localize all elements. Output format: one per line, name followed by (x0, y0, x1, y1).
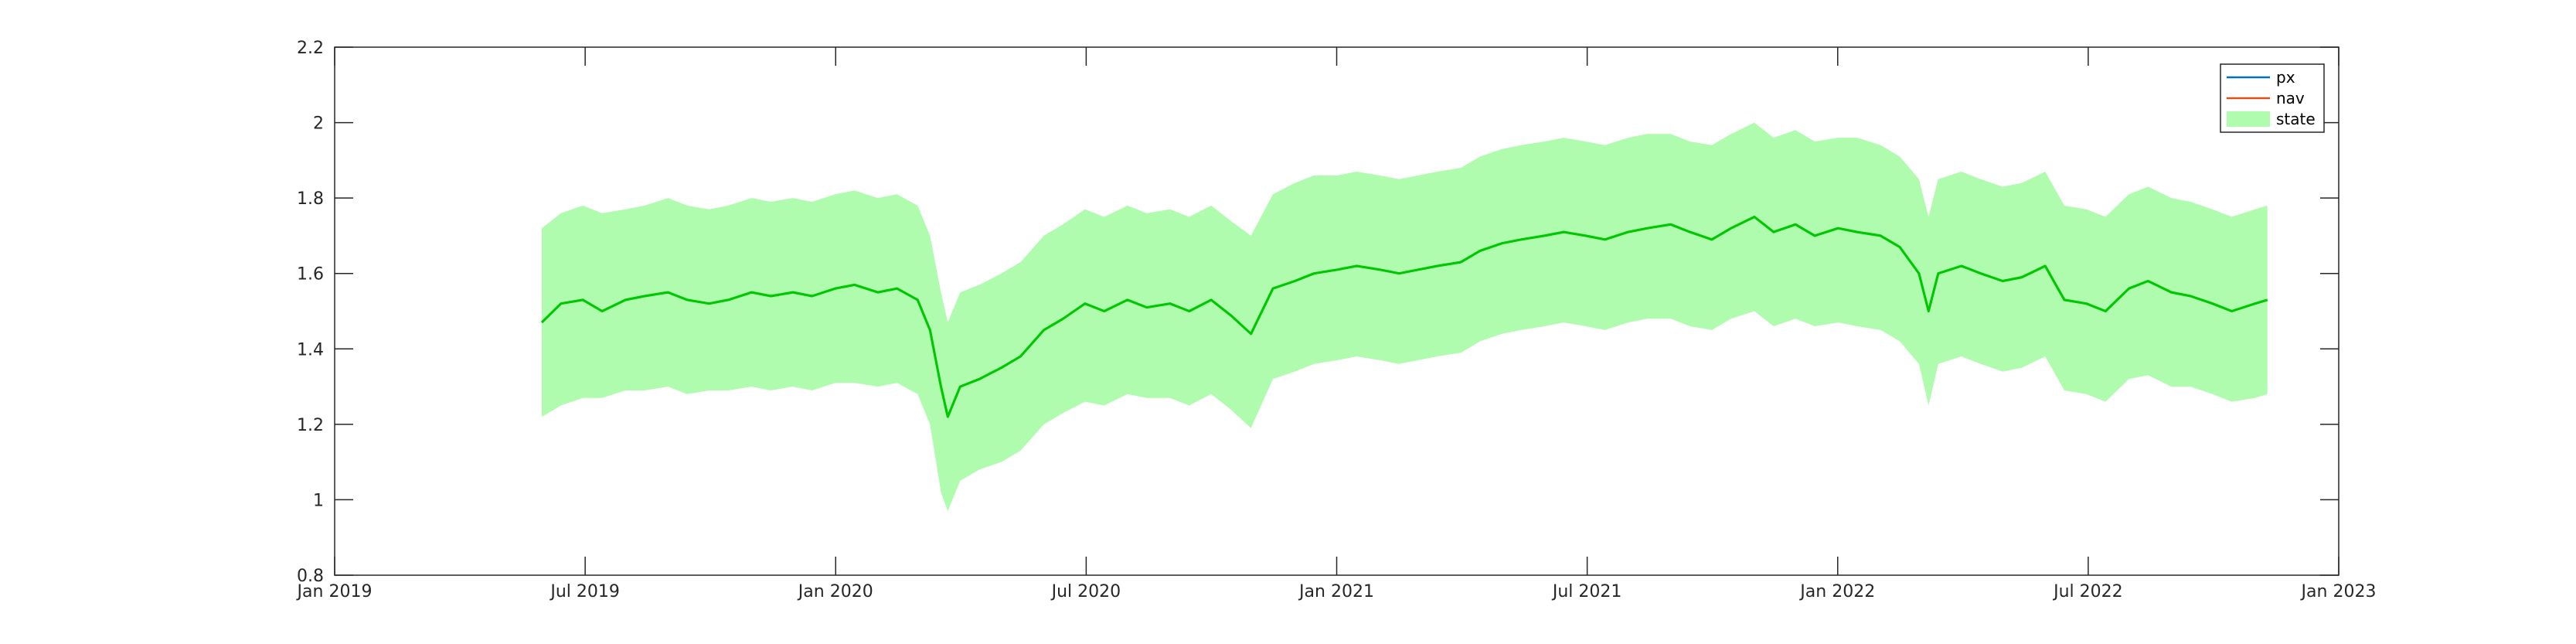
y-tick-label: 2.2 (297, 39, 324, 58)
legend-label-state: state (2276, 110, 2316, 128)
series-line-nav (540, 216, 2268, 418)
x-tick-label: Jul 2022 (2052, 582, 2123, 601)
plot-area (540, 122, 2268, 512)
state-band (542, 122, 2268, 512)
x-tick-label: Jul 2020 (1050, 582, 1121, 601)
x-tick-label: Jan 2019 (296, 582, 373, 601)
x-tick-label: Jul 2019 (549, 582, 620, 601)
x-tick-label: Jan 2023 (2300, 582, 2377, 601)
y-tick-label: 1.6 (297, 265, 324, 285)
y-tick-label: 1.2 (297, 416, 324, 435)
y-tick-label: 0.8 (297, 567, 324, 586)
x-tick-label: Jul 2021 (1551, 582, 1622, 601)
legend-swatch-state (2227, 111, 2270, 127)
x-tick-label: Jan 2022 (1798, 582, 1875, 601)
x-tick-label: Jan 2021 (1298, 582, 1374, 601)
y-tick-label: 1 (313, 491, 324, 510)
legend: px nav state (2220, 63, 2325, 133)
legend-label-px: px (2276, 68, 2295, 87)
y-tick-label: 2 (313, 114, 324, 134)
legend-label-nav: nav (2276, 89, 2305, 107)
x-tick-label: Jan 2020 (797, 582, 873, 601)
axes: Jan 2019 Jul 2019 Jan 2020 Jul 2020 Jan 2021… (296, 39, 2377, 601)
y-tick-label: 1.8 (297, 189, 324, 209)
y-tick-label: 1.4 (297, 340, 324, 359)
